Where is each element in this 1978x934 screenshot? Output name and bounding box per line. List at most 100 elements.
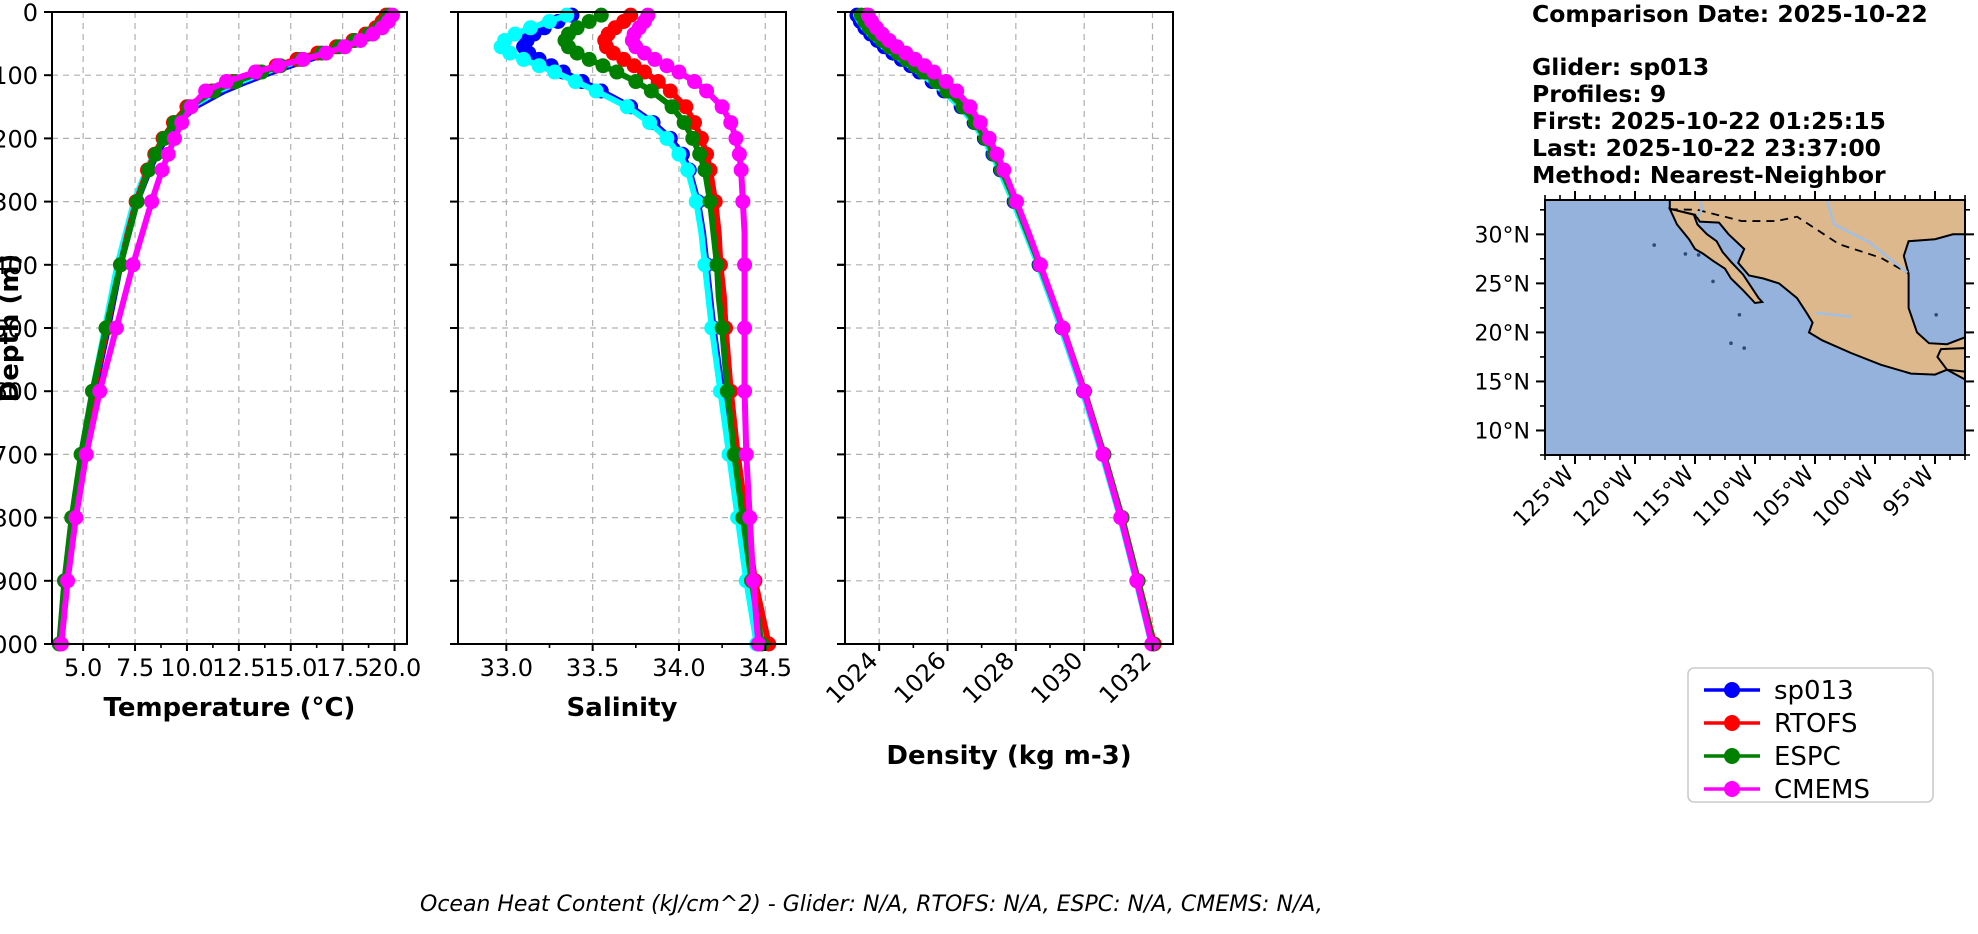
series-marker-CMEMS [1129,573,1145,589]
info-method: Method: Nearest-Neighbor [1532,161,1886,189]
series-marker-sp013_spread [671,146,687,162]
series-marker-RTOFS [636,64,652,80]
info-first: First: 2025-10-22 01:25:15 [1532,107,1886,135]
series-marker-ESPC [676,115,692,131]
figure-caption: Ocean Heat Content (kJ/cm^2) - Glider: N… [420,892,1323,917]
x-tick-label: 33.5 [566,654,619,682]
legend-marker-RTOFS [1724,715,1740,731]
series-marker-CMEMS [735,194,751,210]
map-lon-label: 95°W [1879,461,1940,522]
x-tick-label: 15.0 [264,654,317,682]
series-marker-CMEMS [738,446,754,462]
series-marker-ESPC [709,257,725,273]
series-marker-CMEMS [295,51,311,67]
legend-label-ESPC: ESPC [1774,742,1841,772]
series-marker-sp013_spread [588,83,604,99]
x-tick-label: 34.5 [739,654,792,682]
series-marker-CMEMS [1095,446,1111,462]
series-marker-sp013_spread [642,115,658,131]
series-marker-ESPC [113,257,129,273]
series-marker-ESPC [98,320,114,336]
y-tick-label: 200 [0,125,38,153]
map-landmasses [1668,199,1966,382]
series-marker-CMEMS [926,64,942,80]
x-axis-label: Density (kg m-3) [886,741,1131,771]
series-marker-sp013_spread [697,257,713,273]
x-tick-label: 1032 [1094,646,1157,709]
series-marker-ESPC [628,74,644,90]
series-marker-ESPC [643,83,659,99]
series-marker-ESPC [141,162,157,178]
series-marker-CMEMS [949,83,965,99]
series-marker-CMEMS [247,64,263,80]
x-axis-label: Salinity [567,693,678,723]
x-tick-label: 17.5 [316,654,369,682]
series-marker-CMEMS [699,83,715,99]
series-marker-CMEMS [270,58,286,74]
series-marker-sp013_spread [567,74,583,90]
map-island [1737,313,1742,317]
y-tick-label: 700 [0,441,38,469]
series-marker-CMEMS [1055,320,1071,336]
series-marker-CMEMS [962,99,978,115]
legend-marker-sp013 [1724,682,1740,698]
series-marker-CMEMS [154,162,170,178]
x-tick-label: 20.0 [368,654,421,682]
series-marker-ESPC [719,383,735,399]
series-marker-CMEMS [318,45,334,61]
series-marker-CMEMS [352,32,368,48]
series-marker-CMEMS [742,510,758,526]
x-tick-label: 1028 [957,646,1020,709]
series-marker-ESPC [726,446,742,462]
series-marker-ESPC [692,146,708,162]
series-marker-sp013_spread [688,194,704,210]
map-yucatan-isthmus [1936,347,1966,373]
series-marker-sp013_spread [704,320,720,336]
series-marker-RTOFS [678,99,694,115]
series-marker-CMEMS [723,115,739,131]
series-marker-CMEMS [218,74,234,90]
x-tick-label: 12.5 [212,654,265,682]
info-comparison-date: Comparison Date: 2025-10-22 [1532,0,1928,28]
series-marker-sp013_spread [516,51,532,67]
series-marker-sp013_spread [680,162,696,178]
y-tick-label: 600 [0,378,38,406]
y-tick-label: 400 [0,252,38,280]
series-marker-sp013_spread [547,64,563,80]
series-marker-CMEMS [78,446,94,462]
series-marker-ESPC [702,194,718,210]
series-marker-CMEMS [337,39,353,55]
legend-label-sp013: sp013 [1774,676,1854,706]
series-marker-RTOFS [662,83,678,99]
series-marker-sp013_spread [502,45,518,61]
series-marker-CMEMS [68,510,84,526]
y-tick-label: 500 [0,315,38,343]
panel-2-background [845,12,1173,644]
series-marker-ESPC [148,146,164,162]
map-lat-label: 25°N [1475,272,1530,297]
series-marker-ESPC [714,320,730,336]
series-marker-CMEMS [1113,510,1129,526]
series-marker-ESPC [685,130,701,146]
y-axis-label: Depth (m) [0,254,25,403]
series-marker-ESPC [609,64,625,80]
series-marker-CMEMS [108,320,124,336]
series-marker-CMEMS [1032,257,1048,273]
map-island [1683,252,1688,256]
series-marker-sp013_spread [619,99,635,115]
series-marker-CMEMS [183,99,199,115]
x-tick-label: 5.0 [64,654,102,682]
map-lat-label: 10°N [1475,419,1530,444]
legend-label-RTOFS: RTOFS [1774,709,1858,739]
series-marker-CMEMS [647,51,663,67]
series-marker-CMEMS [198,83,214,99]
series-marker-CMEMS [737,383,753,399]
map-island [1696,253,1701,257]
series-marker-CMEMS [972,115,988,131]
series-marker-CMEMS [687,74,703,90]
info-profiles: Profiles: 9 [1532,80,1666,108]
series-marker-CMEMS [365,26,381,42]
map-lat-label: 20°N [1475,321,1530,346]
